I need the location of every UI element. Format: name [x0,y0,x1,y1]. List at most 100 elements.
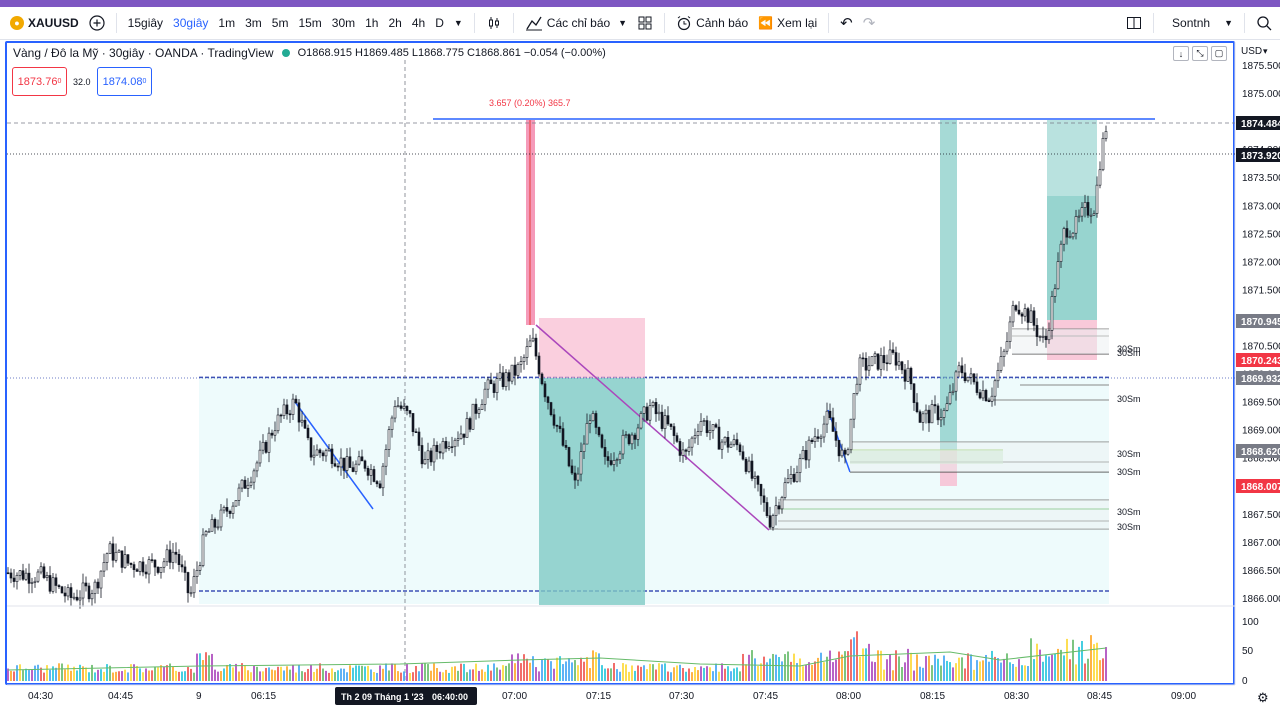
candle-body [624,434,628,436]
candle-body [579,451,583,475]
candle-body [741,451,745,460]
layout-templates-button[interactable] [632,7,658,39]
volume-bar [550,661,552,681]
volume-bar [439,671,441,681]
search-button[interactable] [1251,7,1280,39]
candle-body [843,449,847,455]
volume-bar [604,668,606,681]
candle-body [72,596,76,599]
volume-bar [598,653,600,681]
timeframe-4[interactable]: 5m [271,16,289,30]
candle-body [900,361,904,371]
buy-button[interactable]: 1874.08 0 [97,67,152,96]
volume-bar [127,672,129,681]
volume-bar [382,668,384,681]
timeframe-8[interactable]: 2h [388,16,402,30]
replay-button[interactable]: ⏪ Xem lại [753,7,822,39]
volume-bar [190,668,192,681]
redo-button[interactable]: ↷ [858,7,881,39]
green-zone[interactable] [850,450,1003,464]
candle-body [1104,131,1108,139]
candle-body [1083,202,1087,208]
maximize-icon: ▢ [1214,48,1224,58]
add-symbol-button[interactable] [84,7,110,39]
chart-type-button[interactable] [481,7,507,39]
grey-zone-mid[interactable] [850,442,1109,472]
candle-body [453,439,457,448]
trend-line-blue-1[interactable] [294,401,374,510]
short-target-zone[interactable] [539,378,645,605]
candle-body [132,564,136,570]
collapse-button[interactable]: ⤡ [1192,46,1208,61]
layout-menu-button[interactable]: Sontnh ▼ [1160,7,1238,39]
candle-body [240,479,244,489]
candle-body [399,405,403,409]
timeframe-9[interactable]: 4h [411,16,426,30]
maximize-button[interactable]: ▢ [1211,46,1227,61]
volume-bar [64,669,66,681]
symbol-search[interactable]: ● XAUUSD [0,7,84,39]
candle-body [726,436,730,448]
candle-body [711,424,715,431]
candle-body [1044,336,1048,341]
candle-body [306,427,310,439]
candle-body [477,409,481,414]
undo-button[interactable]: ↶ [835,7,858,39]
time-tick-10: 08:30 [1004,691,1029,702]
volume-bar [121,671,123,681]
timeframe-3[interactable]: 3m [245,16,262,30]
volume-bar [289,669,291,681]
candle-body [732,439,736,445]
teal-highlight-column[interactable] [940,120,957,450]
volume-bar [1105,647,1107,681]
alerts-button[interactable]: Cảnh báo [671,7,753,39]
volume-bar [1006,653,1008,681]
trend-line-purple[interactable] [535,324,770,531]
top-toolbar: ● XAUUSD 15giây 30giây 1m 3m 5m 15m 30m 1h 2h 4h D… [0,7,1280,40]
volume-bar [43,672,45,681]
sell-button[interactable]: 1873.76 0 [12,67,67,96]
candle-body [264,441,268,453]
volume-bar [757,666,759,681]
candle-body [21,570,25,580]
volume-bar [370,669,372,681]
timeframe-0[interactable]: 15giây [127,16,164,30]
volume-bar [679,664,681,681]
grey-zone-top[interactable] [1012,329,1109,354]
volume-bar [910,652,912,681]
volume-bar [832,662,834,681]
short-stop-zone[interactable] [539,318,645,378]
indicators-button[interactable]: Các chỉ báo ▼ [520,7,632,39]
range-box[interactable] [199,377,1109,604]
volume-bar [274,670,276,681]
timeframe-dropdown[interactable]: ▼ [449,7,468,39]
volume-bar [223,668,225,681]
panels-toggle-button[interactable] [1121,7,1147,39]
timeframe-1[interactable]: 30giây [173,16,209,30]
candle-body [693,435,697,439]
candle-body [123,554,127,568]
volume-bar [217,671,219,681]
volume-bar [1075,664,1077,681]
timeframe-5[interactable]: 15m [298,16,322,30]
candle-body [1041,336,1045,338]
candle-body [1101,137,1105,171]
candle-body [963,372,967,382]
timeframe-7[interactable]: 1h [365,16,379,30]
candle-body [57,585,61,588]
candle-body [786,478,790,484]
volume-bar [34,665,36,681]
volume-bar [817,657,819,681]
candle-body [1074,216,1078,234]
price-label-0: 1874.484 [1241,119,1280,130]
timeframe-6[interactable]: 30m [331,16,356,30]
candle-body [861,357,865,360]
timeframe-2[interactable]: 1m [218,16,236,30]
long-target-zone[interactable] [1047,196,1097,320]
volume-bar [619,671,621,681]
volume-bar [283,670,285,681]
move-down-button[interactable]: ↓ [1173,46,1189,61]
timeframe-10[interactable]: D [435,16,444,30]
grey-zone-low[interactable] [778,500,1109,529]
